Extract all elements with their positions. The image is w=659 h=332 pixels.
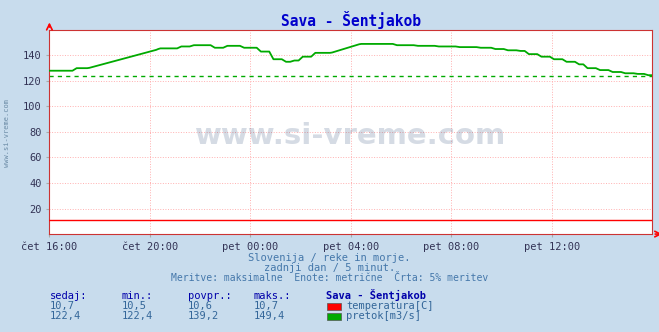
Text: pretok[m3/s]: pretok[m3/s] (346, 311, 421, 321)
Text: sedaj:: sedaj: (49, 291, 87, 301)
Text: 139,2: 139,2 (188, 311, 219, 321)
Title: Sava - Šentjakob: Sava - Šentjakob (281, 11, 421, 29)
Text: 10,6: 10,6 (188, 301, 213, 311)
Text: www.si-vreme.com: www.si-vreme.com (195, 122, 507, 150)
Text: Sava - Šentjakob: Sava - Šentjakob (326, 290, 426, 301)
Text: 10,5: 10,5 (122, 301, 147, 311)
Text: povpr.:: povpr.: (188, 291, 231, 301)
Text: temperatura[C]: temperatura[C] (346, 301, 434, 311)
Text: 10,7: 10,7 (49, 301, 74, 311)
Text: 149,4: 149,4 (254, 311, 285, 321)
Text: Slovenija / reke in morje.: Slovenija / reke in morje. (248, 253, 411, 263)
Text: Meritve: maksimalne  Enote: metrične  Črta: 5% meritev: Meritve: maksimalne Enote: metrične Črta… (171, 273, 488, 283)
Text: 122,4: 122,4 (49, 311, 80, 321)
Text: maks.:: maks.: (254, 291, 291, 301)
Text: zadnji dan / 5 minut.: zadnji dan / 5 minut. (264, 263, 395, 273)
Text: min.:: min.: (122, 291, 153, 301)
Text: 10,7: 10,7 (254, 301, 279, 311)
Text: 122,4: 122,4 (122, 311, 153, 321)
Text: www.si-vreme.com: www.si-vreme.com (3, 99, 10, 167)
